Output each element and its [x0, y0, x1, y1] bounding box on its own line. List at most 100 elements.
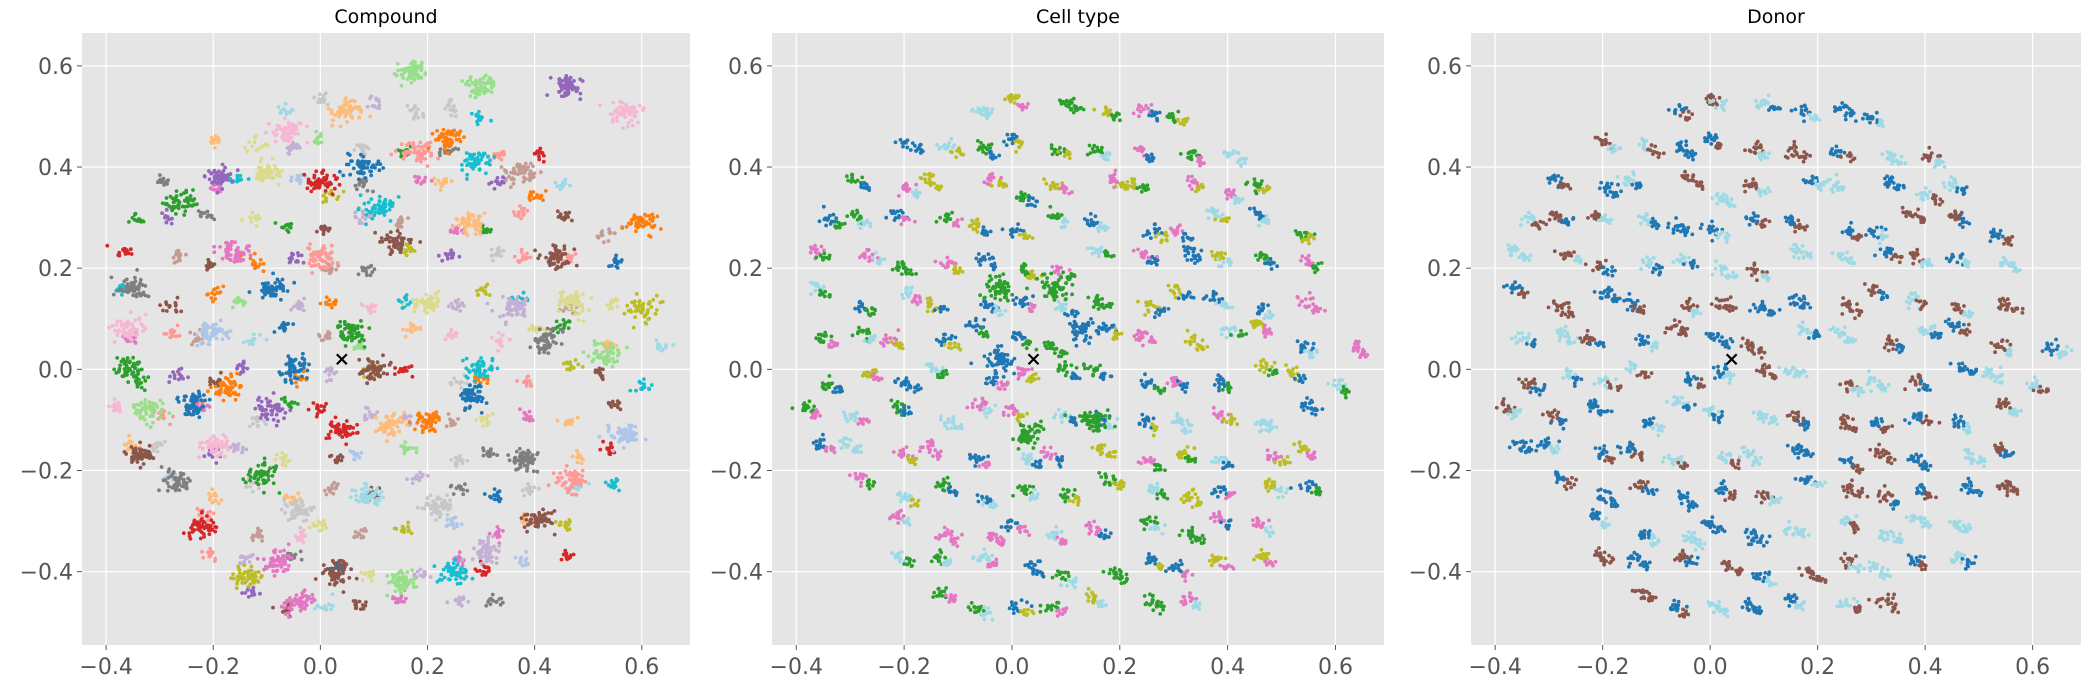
scatter-point	[495, 151, 500, 156]
scatter-point	[292, 143, 296, 148]
scatter-point	[551, 471, 556, 475]
scatter-point	[207, 497, 212, 501]
scatter-point	[296, 299, 301, 304]
scatter-point	[274, 139, 278, 144]
scatter-point	[565, 528, 570, 532]
scatter-point	[546, 351, 551, 355]
scatter-point	[457, 550, 462, 555]
scatter-point	[581, 319, 586, 324]
scatter-point	[422, 570, 427, 574]
scatter-point	[607, 227, 611, 232]
scatter-point	[333, 486, 337, 491]
scatter-point	[533, 151, 538, 156]
scatter-point	[248, 424, 252, 429]
scatter-point	[325, 255, 330, 260]
scatter-point	[444, 144, 449, 148]
scatter-point	[287, 458, 292, 463]
scatter-point	[359, 570, 364, 575]
scatter-point	[282, 116, 287, 121]
scatter-point	[322, 522, 327, 526]
scatter-point	[120, 293, 124, 297]
scatter-point	[199, 517, 204, 521]
scatter-point	[207, 491, 211, 496]
scatter-point	[174, 189, 179, 194]
scatter-point	[576, 362, 581, 367]
scatter-point	[478, 227, 483, 232]
scatter-point	[445, 600, 450, 605]
scatter-point	[481, 151, 486, 156]
scatter-point	[409, 61, 413, 66]
cluster-small	[204, 257, 217, 272]
scatter-point	[642, 377, 646, 381]
scatter-point	[617, 401, 622, 405]
cluster-small	[412, 567, 433, 579]
cluster-small	[513, 550, 530, 568]
scatter-point	[184, 252, 188, 257]
scatter-point	[343, 96, 348, 101]
scatter-point	[475, 156, 480, 160]
scatter-point	[475, 288, 479, 293]
scatter-point	[242, 563, 247, 567]
scatter-point	[134, 294, 139, 299]
scatter-point	[460, 461, 465, 465]
scatter-point	[617, 488, 621, 493]
scatter-point	[158, 173, 162, 178]
scatter-point	[316, 604, 321, 609]
scatter-point	[319, 225, 323, 230]
scatter-point	[644, 220, 649, 224]
scatter-point	[297, 600, 301, 605]
scatter-point	[608, 230, 613, 235]
scatter-point	[446, 412, 451, 416]
scatter-point	[495, 247, 500, 252]
scatter-point	[235, 574, 240, 579]
scatter-point	[158, 398, 163, 403]
scatter-point	[566, 256, 571, 261]
scatter-point	[445, 256, 450, 261]
scatter-point	[133, 379, 138, 383]
scatter-point	[328, 570, 333, 575]
scatter-point	[405, 77, 410, 82]
scatter-point	[642, 314, 647, 319]
scatter-point	[258, 472, 263, 476]
scatter-point	[573, 312, 578, 317]
scatter-point	[531, 196, 536, 201]
scatter-point	[549, 251, 554, 256]
scatter-point	[608, 112, 613, 116]
cluster-small	[363, 405, 380, 422]
scatter-point	[496, 349, 501, 353]
scatter-point	[318, 301, 323, 306]
scatter-point	[468, 94, 473, 98]
scatter-point	[518, 169, 523, 174]
scatter-point	[369, 579, 374, 583]
cluster-small	[351, 599, 368, 611]
scatter-point	[238, 372, 242, 376]
scatter-point	[251, 585, 256, 590]
scatter-point	[389, 152, 394, 157]
scatter-point	[212, 250, 217, 255]
scatter-point	[412, 105, 417, 109]
scatter-point	[332, 480, 337, 485]
scatter-point	[250, 210, 255, 215]
scatter-point	[210, 264, 215, 269]
scatter-point	[212, 169, 217, 174]
scatter-point	[262, 490, 266, 495]
scatter-point	[556, 330, 560, 335]
scatter-point	[343, 114, 348, 119]
scatter-point	[528, 190, 533, 195]
cluster-small	[603, 477, 621, 493]
cluster	[241, 456, 282, 495]
scatter-point	[272, 559, 277, 563]
cluster-small	[306, 401, 328, 419]
scatter-point	[634, 431, 639, 436]
cluster-small	[248, 415, 268, 429]
scatter-point	[139, 400, 144, 405]
scatter-point	[289, 107, 294, 112]
scatter-point	[580, 468, 585, 473]
scatter-point	[405, 66, 410, 71]
scatter-point	[654, 293, 659, 298]
scatter-point	[628, 388, 633, 393]
scatter-point	[153, 441, 158, 446]
scatter-point	[454, 577, 458, 581]
cluster-small	[307, 518, 329, 533]
scatter-point	[455, 563, 460, 567]
